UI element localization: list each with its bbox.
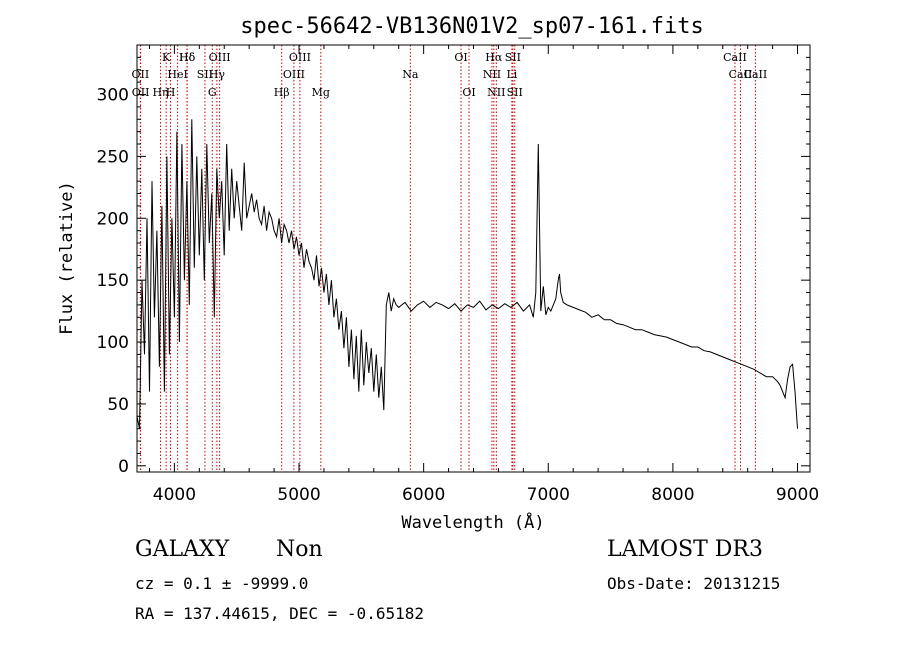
x-tick-label: 7000: [527, 485, 570, 505]
y-tick-label: 50: [107, 395, 129, 415]
marker-label: OIII: [289, 51, 311, 64]
plot-frame: [136, 44, 811, 473]
marker-label: CaII: [729, 68, 753, 81]
survey-label: LAMOST DR3: [607, 537, 763, 562]
x-tick-label: 9000: [776, 485, 819, 505]
chart-title: spec-56642-VB136N01V2_sp07-161.fits: [240, 14, 704, 39]
y-tick-label: 200: [97, 209, 129, 229]
marker-label: HeI: [167, 68, 187, 81]
marker-label: Hδ: [179, 51, 196, 64]
marker-label: H: [166, 86, 176, 99]
spectrum-plot: spec-56642-VB136N01V2_sp07-161.fits OII OI…: [57, 14, 819, 533]
y-tick-label: 300: [97, 86, 129, 106]
x-tick-label: 8000: [651, 485, 694, 505]
marker-label: Hη: [152, 86, 168, 99]
spectrum-line: [136, 119, 798, 429]
marker-label: OI: [462, 86, 475, 99]
marker-label: Hβ: [274, 86, 290, 99]
x-tick-label: 5000: [277, 485, 320, 505]
marker-label: SII: [197, 68, 213, 81]
y-tick-label: 0: [118, 457, 129, 477]
y-tick-label: 100: [97, 333, 129, 353]
marker-label: Hγ: [209, 68, 226, 81]
obs-date-text: Obs-Date: 20131215: [607, 574, 781, 593]
coordinates-text: RA = 137.44615, DEC = -0.65182: [135, 604, 424, 623]
y-axis-label: Flux (relative): [57, 181, 77, 335]
marker-label: SII: [507, 86, 523, 99]
marker-label: NII: [483, 68, 501, 81]
marker-label: G: [208, 86, 217, 99]
marker-label: OIII: [283, 68, 305, 81]
x-tick-label: 6000: [402, 485, 445, 505]
marker-label: NII: [487, 86, 505, 99]
marker-label: CaII: [744, 68, 768, 81]
marker-label: Mg: [312, 86, 330, 99]
marker-label: OI: [454, 51, 467, 64]
marker-label: Hδ: [179, 51, 196, 64]
marker-label: SII: [505, 51, 521, 64]
marker-label: OII: [132, 68, 150, 81]
marker-label: OII: [132, 86, 150, 99]
marker-label: Li: [506, 68, 517, 81]
redshift-text: cz = 0.1 ± -9999.0: [135, 574, 309, 593]
marker-label: Na: [402, 68, 419, 81]
y-tick-label: 250: [97, 147, 129, 167]
subclass-label: Non: [276, 537, 323, 562]
x-tick-label: 4000: [153, 485, 196, 505]
marker-label: CaII: [723, 51, 747, 64]
x-axis-label: Wavelength (Å): [401, 511, 544, 533]
marker-label: K: [162, 51, 171, 64]
marker-label: OIII: [209, 51, 231, 64]
marker-label: Hα: [485, 51, 503, 64]
y-tick-label: 150: [97, 271, 129, 291]
class-label: GALAXY: [135, 537, 230, 562]
